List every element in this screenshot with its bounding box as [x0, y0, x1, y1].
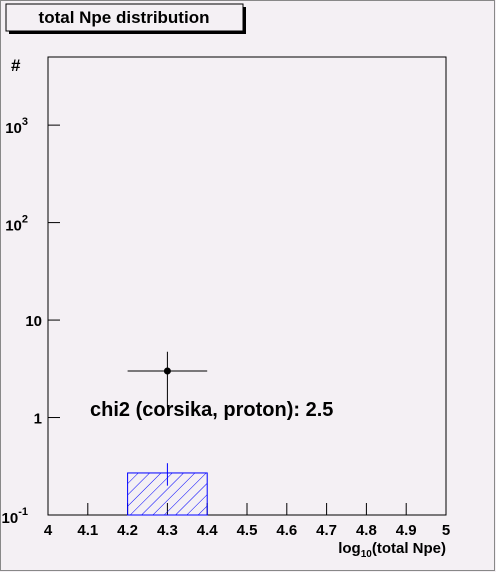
x-tick-label: 4.3: [157, 522, 178, 539]
x-label-sub: 10: [361, 549, 373, 560]
frame: [47, 56, 447, 516]
hist-bar: [127, 472, 208, 516]
x-tick-label: 4.8: [356, 522, 377, 539]
x-axis-label: log10(total Npe): [338, 540, 446, 560]
y-tick-base: 10: [2, 510, 19, 527]
x-tick-label: 4.9: [396, 522, 417, 539]
x-tick-label: 5: [442, 522, 450, 539]
y-tick-label: 1: [34, 411, 42, 428]
x-tick-label: 4.4: [197, 522, 219, 539]
y-tick-base: 10: [5, 218, 22, 235]
x-label-after: (total Npe): [372, 540, 446, 557]
x-tick-label: 4.5: [237, 522, 258, 539]
y-tick-exponent: 2: [22, 214, 28, 226]
title-box: [5, 3, 244, 32]
y-axis-label: #: [11, 56, 21, 75]
y-tick-label: 102: [5, 214, 28, 235]
y-tick-base: 10: [5, 120, 22, 137]
x-tick-label: 4.1: [77, 522, 98, 539]
x-tick-label: 4: [44, 522, 53, 539]
x-tick-label: 4.6: [276, 522, 297, 539]
annotation: chi2 (corsika, proton): 2.5: [90, 399, 333, 421]
y-tick-exponent: 3: [22, 116, 28, 128]
y-tick-label: 10: [25, 313, 42, 330]
x-tick-label: 4.2: [117, 522, 138, 539]
x-label-base: log: [338, 540, 361, 557]
x-tick-label: 4.7: [316, 522, 337, 539]
y-tick-label: 10-1: [2, 506, 28, 527]
y-tick-exponent: -1: [18, 506, 28, 518]
chart-title: total Npe distribution: [39, 8, 210, 27]
data-point: [163, 367, 171, 375]
y-tick-label: 103: [5, 116, 28, 137]
